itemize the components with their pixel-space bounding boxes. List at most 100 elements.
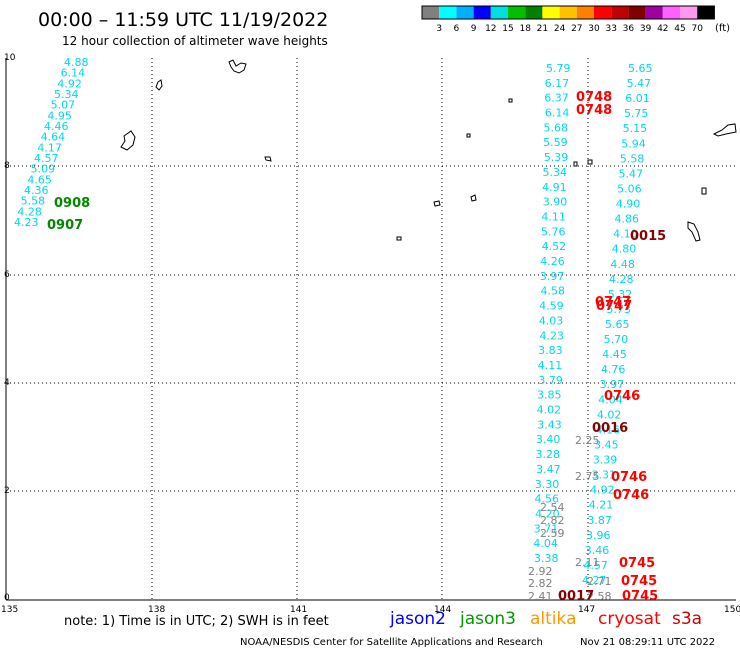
wave-height-value: 4.58 [541, 285, 566, 298]
wave-height-value: 4.28 [17, 205, 42, 218]
wave-height-value: 3.38 [534, 552, 559, 565]
wave-height-value: 3.71 [534, 522, 559, 535]
wave-height-value: 5.39 [544, 151, 569, 164]
scale-border [421, 5, 715, 20]
wave-height-value: 4.28 [609, 273, 634, 286]
island-shape [228, 59, 247, 74]
wave-height-value: 5.94 [621, 137, 646, 150]
wave-height-value: 2.25 [575, 434, 600, 447]
scale-swatch [508, 6, 526, 19]
wave-height-value: 4.59 [539, 300, 564, 313]
wave-height-value: 4.52 [542, 240, 567, 253]
coastlines [120, 59, 737, 242]
pass-time-label: 0748 [576, 90, 612, 105]
scale-tick: 45 [674, 24, 685, 34]
wave-height-value: 3.30 [535, 478, 560, 491]
wave-height-value: 4.04 [598, 393, 623, 406]
wave-height-value: 5.58 [21, 195, 45, 208]
wave-height-value: 4.03 [539, 314, 564, 327]
wave-height-value: 3.79 [538, 374, 563, 387]
wave-height-value: 3.90 [543, 196, 568, 209]
wave-height-value: 5.65 [628, 62, 653, 75]
wave-height-value: 4.16 [596, 423, 621, 436]
wave-height-value: 4.57 [583, 559, 608, 572]
legend-altika: altika [530, 609, 577, 629]
wave-height-value: 2.75 [575, 470, 600, 483]
wave-height-value: 5.70 [604, 333, 629, 346]
island-shape [573, 161, 578, 167]
footer-credit: NOAA/NESDIS Center for Satellite Applica… [240, 637, 543, 648]
wave-height-labels: 4.886.144.925.345.074.954.464.644.174.57… [14, 56, 666, 604]
scale-tick: 70 [691, 24, 703, 34]
wave-height-value: 4.20 [535, 507, 560, 520]
wave-height-value: 5.58 [620, 152, 645, 165]
wave-height-value: 2.82 [528, 577, 553, 590]
wave-height-value: 5.47 [627, 77, 652, 90]
footer-timestamp: Nov 21 08:29:11 UTC 2022 [580, 637, 715, 648]
island-shape [508, 98, 513, 103]
wave-height-value: 5.75 [624, 107, 649, 120]
wave-height-value: 5.06 [617, 182, 642, 195]
y-tick-6: 6 [4, 270, 10, 280]
wave-height-value: 2.82 [540, 514, 565, 527]
wave-height-value: 6.01 [625, 92, 650, 105]
wave-height-value: 4.17 [37, 141, 62, 154]
pass-time-label: 0745 [619, 556, 655, 571]
wave-height-value: 3.85 [537, 389, 562, 402]
pass-time-label: 0908 [54, 196, 90, 211]
legend-jason2: jason2 [389, 609, 446, 629]
scale-swatch [645, 6, 663, 19]
wave-height-value: 4.11 [541, 210, 566, 223]
scale-swatch [662, 6, 680, 19]
wave-height-value: 4.65 [27, 173, 52, 186]
scale-swatch [697, 6, 715, 19]
island-shape [701, 187, 707, 195]
plot-area [5, 58, 736, 601]
scale-swatch [594, 6, 612, 19]
wave-height-value: 6.14 [61, 67, 86, 80]
x-tick-135: 135 [1, 605, 18, 615]
wave-height-value: 4.86 [614, 213, 639, 226]
wave-height-value: 4.88 [64, 56, 89, 69]
scale-swatch [559, 6, 577, 19]
wave-height-value: 4.23 [539, 329, 564, 342]
pass-time-label: 0748 [576, 103, 612, 118]
wave-height-value: 4.56 [534, 493, 559, 506]
scale-swatch [542, 6, 560, 19]
x-tick-150: 150 [724, 605, 740, 615]
wave-height-value: 3.87 [587, 514, 612, 527]
pass-time-label: 0016 [592, 421, 628, 436]
wave-height-value: 4.92 [590, 484, 615, 497]
wave-height-value: 3.97 [540, 270, 565, 283]
scale-tick: 6 [454, 24, 460, 34]
wave-height-value: 2.58 [587, 590, 612, 603]
scale-swatch [473, 6, 491, 19]
wave-height-value: 4.02 [537, 404, 562, 417]
scale-tick: 18 [519, 24, 531, 34]
island-shape [396, 236, 402, 241]
wave-height-value: 3.45 [594, 438, 619, 451]
pass-time-label: 0747 [595, 295, 631, 310]
scale-swatch [576, 6, 594, 19]
scale-swatch [439, 6, 457, 19]
wave-height-value: 6.37 [544, 92, 569, 105]
scale-tick: 42 [657, 24, 668, 34]
x-tick-144: 144 [434, 605, 451, 615]
pass-time-label: 0015 [630, 229, 666, 244]
wave-height-value: 4.11 [538, 359, 563, 372]
y-tick-4: 4 [4, 378, 10, 388]
wave-height-value: 4.36 [24, 184, 49, 197]
pass-time-label: 0746 [613, 488, 649, 503]
wave-height-value: 3.97 [600, 378, 625, 391]
y-tick-8: 8 [4, 161, 10, 171]
island-shape [264, 156, 272, 162]
island-shape [155, 79, 163, 91]
scale-swatch [490, 6, 508, 19]
wave-height-value: 5.59 [543, 136, 568, 149]
scale-tick: 24 [554, 24, 566, 34]
wave-height-value: 5.79 [546, 62, 571, 75]
island-shape [687, 221, 701, 242]
wave-height-value: 5.73 [606, 303, 631, 316]
wave-height-value: 5.07 [51, 99, 76, 112]
